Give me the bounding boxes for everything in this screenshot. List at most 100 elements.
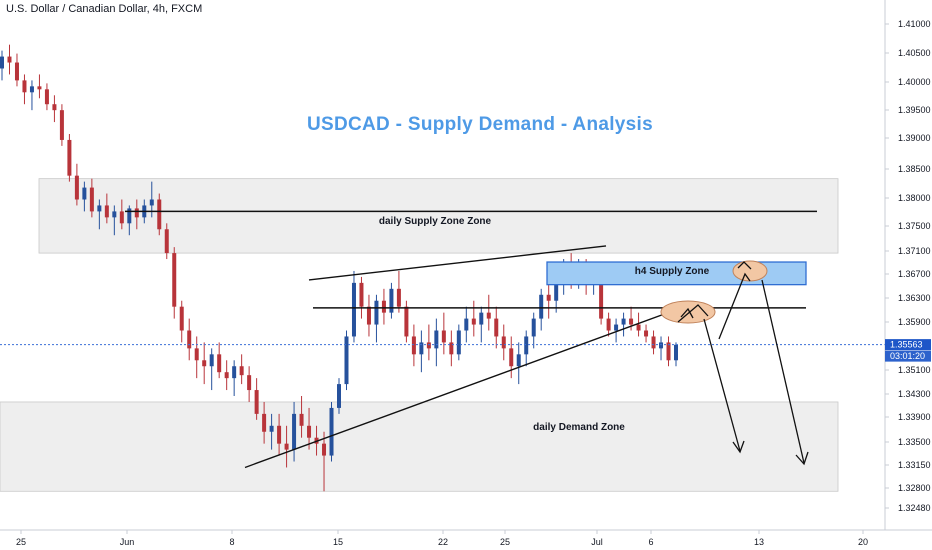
candle xyxy=(614,318,619,343)
candle xyxy=(0,50,4,81)
candle xyxy=(164,223,169,260)
time-tick-label: Jul xyxy=(591,537,603,547)
daily-demand-label: daily Demand Zone xyxy=(533,422,625,433)
candle xyxy=(471,300,476,337)
candle xyxy=(7,44,12,75)
candle xyxy=(307,407,312,450)
price-tick-label: 1.40000 xyxy=(898,77,931,87)
candle xyxy=(426,324,431,361)
candle xyxy=(37,74,42,99)
candle xyxy=(494,306,499,349)
candle xyxy=(217,342,222,379)
lower-trendline[interactable] xyxy=(244,310,674,469)
price-tick-label: 1.40500 xyxy=(898,48,931,58)
candle xyxy=(337,378,341,414)
candle xyxy=(359,276,364,319)
price-tick-label: 1.34300 xyxy=(898,389,931,399)
candle xyxy=(344,330,349,391)
candles-layer xyxy=(0,44,678,492)
countdown-tag: 03:01:20 xyxy=(885,350,931,362)
symbol-title: U.S. Dollar / Canadian Dollar, 4h, FXCM xyxy=(6,3,202,15)
candle xyxy=(187,318,192,361)
time-tick-label: 25 xyxy=(500,537,510,547)
retest-circle-2 xyxy=(732,260,768,282)
candle xyxy=(284,425,289,468)
candle xyxy=(464,306,469,343)
candle xyxy=(262,401,267,444)
candle xyxy=(52,95,57,123)
retest-circle-1 xyxy=(660,300,716,324)
candle xyxy=(194,336,199,379)
candle xyxy=(479,306,484,343)
candle xyxy=(449,330,454,367)
candle xyxy=(501,324,506,361)
time-tick-label: 25 xyxy=(16,537,26,547)
time-axis[interactable]: 25 Jun 8 15 22 25 Jul 6 13 20 xyxy=(16,530,868,547)
candle xyxy=(269,413,274,450)
candle xyxy=(209,348,214,391)
candle xyxy=(299,396,304,438)
candle xyxy=(224,360,229,391)
price-tick-label: 1.39000 xyxy=(898,133,931,143)
candle xyxy=(277,413,282,456)
price-tick-label: 1.33900 xyxy=(898,412,931,422)
candle xyxy=(14,53,19,87)
candle xyxy=(254,378,259,420)
candle xyxy=(516,342,521,385)
candle xyxy=(322,431,327,492)
h4-supply-label: h4 Supply Zone xyxy=(635,266,710,277)
candle xyxy=(381,288,386,325)
forecast-arrows xyxy=(677,261,809,466)
candle xyxy=(659,336,664,361)
candle xyxy=(157,193,162,236)
candle xyxy=(104,193,109,224)
candle xyxy=(434,318,439,367)
candle xyxy=(292,401,297,462)
price-tick-label: 1.33500 xyxy=(898,437,931,447)
candle xyxy=(329,401,334,462)
price-tick-label: 1.39500 xyxy=(898,105,931,115)
candle xyxy=(44,83,49,111)
price-tick-label: 1.33150 xyxy=(898,460,931,470)
candle xyxy=(674,342,678,367)
price-tick-label: 1.37500 xyxy=(898,221,931,231)
price-tick-label: 1.38500 xyxy=(898,164,931,174)
time-tick-label: 22 xyxy=(438,537,448,547)
candle xyxy=(441,312,446,355)
svg-text:1.35563: 1.35563 xyxy=(890,340,923,350)
candle xyxy=(621,312,626,337)
daily-supply-zone xyxy=(38,178,839,254)
price-axis[interactable]: 1.41000 1.40500 1.40000 1.39500 1.39000 1.385… xyxy=(885,19,931,513)
candle xyxy=(67,133,72,182)
candle xyxy=(89,178,94,218)
candle xyxy=(644,324,649,343)
time-tick-label: 6 xyxy=(648,537,653,547)
candle xyxy=(239,354,244,385)
svg-text:03:01:20: 03:01:20 xyxy=(890,351,925,361)
candle xyxy=(396,270,401,313)
candle xyxy=(351,270,356,343)
candle xyxy=(179,300,184,343)
candle xyxy=(546,282,551,319)
candle xyxy=(411,324,416,367)
upper-trendline[interactable] xyxy=(308,245,607,281)
time-tick-label: 20 xyxy=(858,537,868,547)
candle xyxy=(366,294,371,337)
candle xyxy=(232,360,237,397)
candle xyxy=(419,330,424,373)
price-tick-label: 1.41000 xyxy=(898,19,931,29)
time-tick-label: Jun xyxy=(120,537,135,547)
candle xyxy=(112,205,117,236)
price-tick-label: 1.35900 xyxy=(898,317,931,327)
chart-title: USDCAD - Supply Demand - Analysis xyxy=(307,114,653,135)
candle xyxy=(374,294,379,343)
candle xyxy=(456,324,461,361)
time-tick-label: 15 xyxy=(333,537,343,547)
candle xyxy=(486,294,491,331)
candle xyxy=(82,181,87,212)
candle xyxy=(29,80,34,111)
price-tick-label: 1.36300 xyxy=(898,293,931,303)
time-tick-label: 8 xyxy=(229,537,234,547)
